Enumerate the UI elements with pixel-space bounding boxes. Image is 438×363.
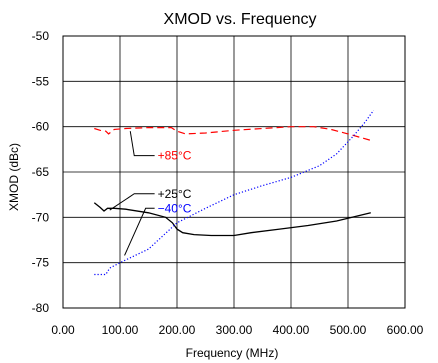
y-tick-label: -55: [32, 74, 50, 88]
tick-labels: 0.00 100.00 200.00 300.00 400.00 500.00 600.00…: [32, 29, 424, 337]
annotation-label: +85°C: [158, 149, 192, 163]
y-tick-label: -80: [32, 301, 50, 315]
series-line-1: [93, 202, 371, 237]
plot-frame: [62, 35, 406, 309]
annotation-leader-line: [129, 131, 155, 157]
y-tick-label: -75: [32, 256, 50, 270]
annotation-label: +25°C: [158, 187, 192, 201]
x-tick-label: 400.00: [273, 323, 310, 337]
y-tick-label: -70: [32, 210, 50, 224]
x-tick-label: 200.00: [159, 323, 196, 337]
annotation-label: −40°C: [158, 201, 192, 215]
annotation-leader-line: [109, 193, 155, 211]
series-line-0: [94, 126, 374, 142]
annotations: +85°C +25°C−40°C: [109, 131, 192, 256]
x-tick-label: 300.00: [216, 323, 253, 337]
series-line-2: [94, 109, 375, 276]
y-tick-label: -65: [32, 165, 50, 179]
chart-title: XMOD vs. Frequency: [164, 11, 317, 28]
series-lines: [93, 109, 375, 276]
x-tick-label: 600.00: [387, 323, 424, 337]
y-tick-label: -50: [32, 29, 50, 43]
x-tick-label: 0.00: [51, 323, 75, 337]
y-axis-label: XMOD (dBc): [7, 143, 21, 211]
y-tick-label: -60: [32, 120, 50, 134]
x-axis-label: Frequency (MHz): [186, 346, 279, 360]
x-tick-label: 500.00: [330, 323, 367, 337]
x-tick-label: 100.00: [102, 323, 139, 337]
annotation-leader-line: [124, 207, 155, 256]
grid: [63, 36, 405, 308]
